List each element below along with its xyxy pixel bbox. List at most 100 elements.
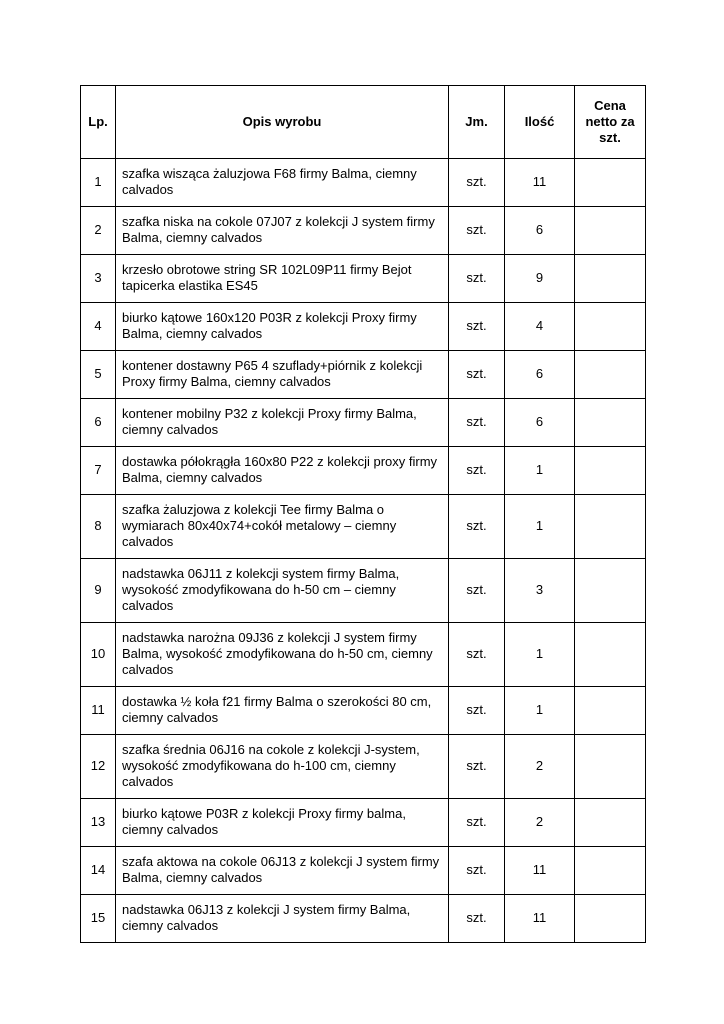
quantity-cell: 11 (504, 158, 575, 207)
row-number: 9 (80, 558, 116, 623)
row-number: 2 (80, 206, 116, 255)
quantity-cell: 6 (504, 350, 575, 399)
table-row: 10 nadstawka narożna 09J36 z kolekcji J … (80, 622, 646, 687)
unit-cell: szt. (448, 158, 505, 207)
products-table: Lp. Opis wyrobu Jm. Ilość Cena netto za … (80, 85, 646, 943)
quantity-cell: 2 (504, 798, 575, 847)
col-header-description: Opis wyrobu (115, 85, 449, 159)
unit-cell: szt. (448, 350, 505, 399)
quantity-cell: 2 (504, 734, 575, 799)
table-row: 2 szafka niska na cokole 07J07 z kolekcj… (80, 206, 646, 255)
net-price-cell (574, 254, 646, 303)
net-price-cell (574, 494, 646, 559)
quantity-cell: 6 (504, 206, 575, 255)
item-description: szafka niska na cokole 07J07 z kolekcji … (115, 206, 449, 255)
net-price-cell (574, 350, 646, 399)
net-price-cell (574, 734, 646, 799)
row-number: 11 (80, 686, 116, 735)
table-row: 15 nadstawka 06J13 z kolekcji J system f… (80, 894, 646, 943)
unit-cell: szt. (448, 254, 505, 303)
net-price-cell (574, 206, 646, 255)
unit-cell: szt. (448, 894, 505, 943)
row-number: 14 (80, 846, 116, 895)
unit-cell: szt. (448, 622, 505, 687)
col-header-unit: Jm. (448, 85, 505, 159)
table-row: 1 szafka wisząca żaluzjowa F68 firmy Bal… (80, 158, 646, 207)
item-description: dostawka ½ koła f21 firmy Balma o szerok… (115, 686, 449, 735)
table-row: 5 kontener dostawny P65 4 szuflady+piórn… (80, 350, 646, 399)
table-row: 6 kontener mobilny P32 z kolekcji Proxy … (80, 398, 646, 447)
row-number: 8 (80, 494, 116, 559)
unit-cell: szt. (448, 686, 505, 735)
row-number: 12 (80, 734, 116, 799)
table-row: 4 biurko kątowe 160x120 P03R z kolekcji … (80, 302, 646, 351)
net-price-cell (574, 398, 646, 447)
item-description: dostawka półokrągła 160x80 P22 z kolekcj… (115, 446, 449, 495)
item-description: nadstawka 06J13 z kolekcji J system firm… (115, 894, 449, 943)
row-number: 3 (80, 254, 116, 303)
quantity-cell: 11 (504, 846, 575, 895)
unit-cell: szt. (448, 206, 505, 255)
unit-cell: szt. (448, 798, 505, 847)
table-body: 1 szafka wisząca żaluzjowa F68 firmy Bal… (80, 158, 646, 943)
header-row: Lp. Opis wyrobu Jm. Ilość Cena netto za … (80, 85, 646, 159)
net-price-cell (574, 302, 646, 351)
item-description: szafka średnia 06J16 na cokole z kolekcj… (115, 734, 449, 799)
col-header-net-price: Cena netto za szt. (574, 85, 646, 159)
table-row: 3 krzesło obrotowe string SR 102L09P11 f… (80, 254, 646, 303)
row-number: 1 (80, 158, 116, 207)
item-description: szafa aktowa na cokole 06J13 z kolekcji … (115, 846, 449, 895)
net-price-cell (574, 686, 646, 735)
unit-cell: szt. (448, 846, 505, 895)
table-header: Lp. Opis wyrobu Jm. Ilość Cena netto za … (80, 85, 646, 159)
row-number: 5 (80, 350, 116, 399)
table-row: 7 dostawka półokrągła 160x80 P22 z kolek… (80, 446, 646, 495)
col-header-lp: Lp. (80, 85, 116, 159)
item-description: szafka żaluzjowa z kolekcji Tee firmy Ba… (115, 494, 449, 559)
row-number: 6 (80, 398, 116, 447)
row-number: 4 (80, 302, 116, 351)
row-number: 7 (80, 446, 116, 495)
quantity-cell: 11 (504, 894, 575, 943)
quantity-cell: 1 (504, 446, 575, 495)
quantity-cell: 1 (504, 686, 575, 735)
net-price-cell (574, 894, 646, 943)
quantity-cell: 1 (504, 494, 575, 559)
net-price-cell (574, 622, 646, 687)
item-description: kontener dostawny P65 4 szuflady+piórnik… (115, 350, 449, 399)
item-description: szafka wisząca żaluzjowa F68 firmy Balma… (115, 158, 449, 207)
table-row: 14 szafa aktowa na cokole 06J13 z kolekc… (80, 846, 646, 895)
net-price-cell (574, 558, 646, 623)
net-price-cell (574, 446, 646, 495)
quantity-cell: 1 (504, 622, 575, 687)
item-description: nadstawka 06J11 z kolekcji system firmy … (115, 558, 449, 623)
col-header-quantity: Ilość (504, 85, 575, 159)
unit-cell: szt. (448, 446, 505, 495)
unit-cell: szt. (448, 558, 505, 623)
table-row: 11 dostawka ½ koła f21 firmy Balma o sze… (80, 686, 646, 735)
net-price-cell (574, 158, 646, 207)
item-description: biurko kątowe 160x120 P03R z kolekcji Pr… (115, 302, 449, 351)
unit-cell: szt. (448, 302, 505, 351)
table-row: 12 szafka średnia 06J16 na cokole z kole… (80, 734, 646, 799)
quantity-cell: 3 (504, 558, 575, 623)
unit-cell: szt. (448, 734, 505, 799)
row-number: 10 (80, 622, 116, 687)
quantity-cell: 4 (504, 302, 575, 351)
row-number: 13 (80, 798, 116, 847)
unit-cell: szt. (448, 398, 505, 447)
table-row: 13 biurko kątowe P03R z kolekcji Proxy f… (80, 798, 646, 847)
net-price-cell (574, 846, 646, 895)
unit-cell: szt. (448, 494, 505, 559)
item-description: krzesło obrotowe string SR 102L09P11 fir… (115, 254, 449, 303)
item-description: kontener mobilny P32 z kolekcji Proxy fi… (115, 398, 449, 447)
table-row: 9 nadstawka 06J11 z kolekcji system firm… (80, 558, 646, 623)
net-price-cell (574, 798, 646, 847)
table-row: 8 szafka żaluzjowa z kolekcji Tee firmy … (80, 494, 646, 559)
item-description: nadstawka narożna 09J36 z kolekcji J sys… (115, 622, 449, 687)
row-number: 15 (80, 894, 116, 943)
item-description: biurko kątowe P03R z kolekcji Proxy firm… (115, 798, 449, 847)
quantity-cell: 9 (504, 254, 575, 303)
quantity-cell: 6 (504, 398, 575, 447)
